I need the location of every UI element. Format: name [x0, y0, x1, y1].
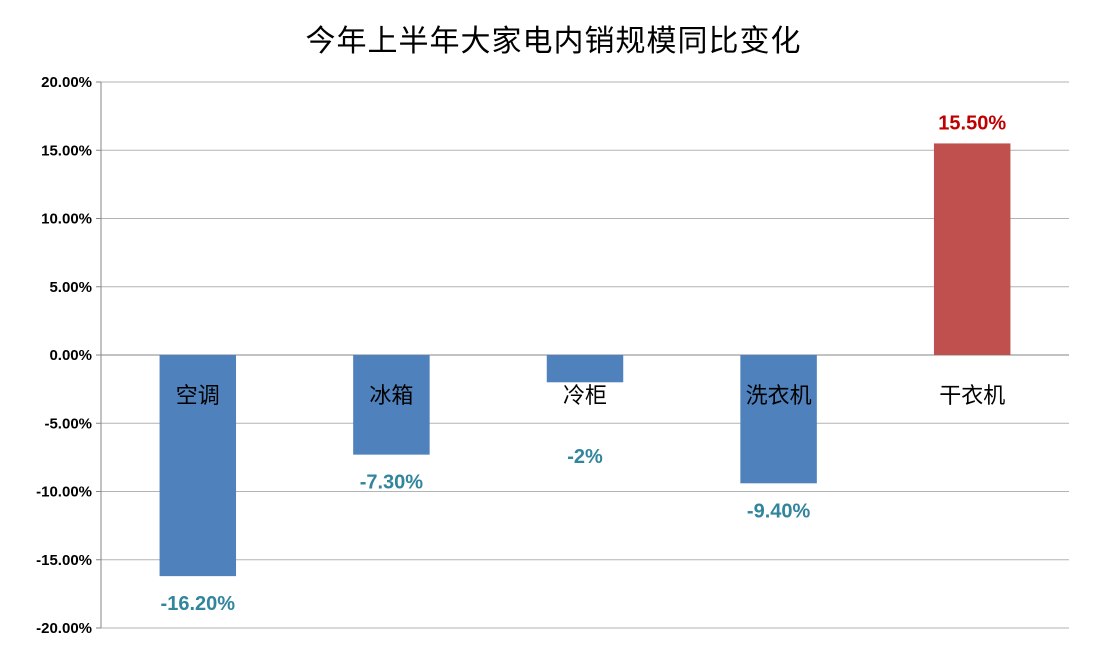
y-tick-label: 5.00% [49, 279, 92, 296]
y-tick-label: -10.00% [36, 484, 92, 501]
y-tick-label: 10.00% [41, 211, 92, 228]
y-axis-ticks: 20.00% 15.00% 10.00% 5.00% 0.00% -5.00% -10.00… [36, 74, 101, 637]
bar-1 [353, 355, 430, 455]
y-tick-label: 0.00% [49, 347, 92, 364]
bar-2 [546, 355, 624, 383]
category-label: 冷柜 [563, 384, 607, 409]
data-label: -9.40% [747, 500, 811, 522]
bar-3 [740, 355, 817, 484]
category-label: 干衣机 [939, 384, 1005, 409]
y-tick-label: -20.00% [36, 620, 92, 637]
data-labels: -16.20% -7.30% -2% -9.40% 15.50% [161, 112, 1007, 615]
data-label: -2% [567, 446, 603, 468]
category-label: 冰箱 [369, 384, 413, 409]
y-tick-label: 15.00% [41, 142, 92, 159]
bars [159, 143, 1011, 577]
y-tick-label: 20.00% [41, 74, 92, 91]
category-label: 洗衣机 [746, 384, 812, 409]
chart-title: 今年上半年大家电内销规模同比变化 [305, 24, 802, 59]
data-label: -7.30% [360, 472, 424, 494]
bar-4 [933, 143, 1011, 355]
category-labels: 空调 冰箱 冷柜 洗衣机 干衣机 [176, 384, 1005, 409]
data-label: -16.20% [161, 593, 236, 615]
y-tick-label: -5.00% [44, 415, 92, 432]
gridlines [101, 81, 1069, 629]
y-tick-label: -15.00% [36, 552, 92, 569]
data-label: 15.50% [938, 112, 1006, 134]
category-label: 空调 [176, 384, 220, 409]
bar-0 [159, 355, 237, 577]
